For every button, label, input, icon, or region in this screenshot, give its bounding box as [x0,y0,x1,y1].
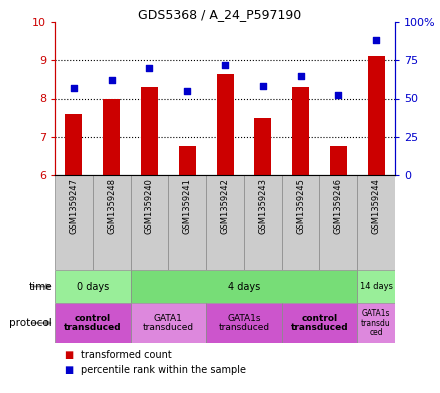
Text: GSM1359243: GSM1359243 [258,178,267,234]
Point [70,84,77,91]
Text: GSM1359240: GSM1359240 [145,178,154,234]
Point [146,65,153,71]
Bar [206,303,282,343]
Bar [357,270,395,303]
Bar [206,175,244,270]
Bar [282,303,357,343]
Bar [319,175,357,270]
Text: GSM1359241: GSM1359241 [183,178,192,234]
Text: percentile rank within the sample: percentile rank within the sample [81,365,246,375]
Text: control
transduced: control transduced [64,314,121,332]
Text: time: time [28,281,52,292]
Point [184,88,191,94]
Bar [141,87,158,175]
Point [259,83,266,89]
Bar [131,303,206,343]
Point [373,37,380,44]
Text: 14 days: 14 days [359,282,392,291]
Text: GSM1359242: GSM1359242 [220,178,230,234]
Point [108,77,115,83]
Bar [131,175,169,270]
Bar [93,175,131,270]
Point [335,92,342,99]
Bar [282,175,319,270]
Text: control
transduced: control transduced [291,314,348,332]
Bar [131,270,357,303]
Text: GSM1359247: GSM1359247 [70,178,78,234]
Bar [357,175,395,270]
Text: GSM1359248: GSM1359248 [107,178,116,234]
Text: GSM1359245: GSM1359245 [296,178,305,234]
Bar [179,146,196,175]
Bar [292,87,309,175]
Text: GATA1s
transduced: GATA1s transduced [218,314,269,332]
Bar [169,175,206,270]
Text: GSM1359244: GSM1359244 [372,178,381,234]
Text: GATA1
transduced: GATA1 transduced [143,314,194,332]
Bar [357,303,395,343]
Bar [244,175,282,270]
Text: protocol: protocol [9,318,52,328]
Bar [55,270,131,303]
Text: ■: ■ [64,365,73,375]
Bar [367,57,385,175]
Text: ■: ■ [64,350,73,360]
Text: 0 days: 0 days [77,281,109,292]
Text: GDS5368 / A_24_P597190: GDS5368 / A_24_P597190 [138,8,302,21]
Bar [216,73,234,175]
Point [221,62,228,68]
Bar [66,114,82,175]
Text: 4 days: 4 days [228,281,260,292]
Point [297,72,304,79]
Bar [55,303,131,343]
Text: GATA1s
transdu
ced: GATA1s transdu ced [361,309,391,337]
Bar [55,175,93,270]
Text: GSM1359246: GSM1359246 [334,178,343,234]
Text: transformed count: transformed count [81,350,172,360]
Bar [103,99,120,175]
Bar [330,146,347,175]
Bar [254,118,271,175]
